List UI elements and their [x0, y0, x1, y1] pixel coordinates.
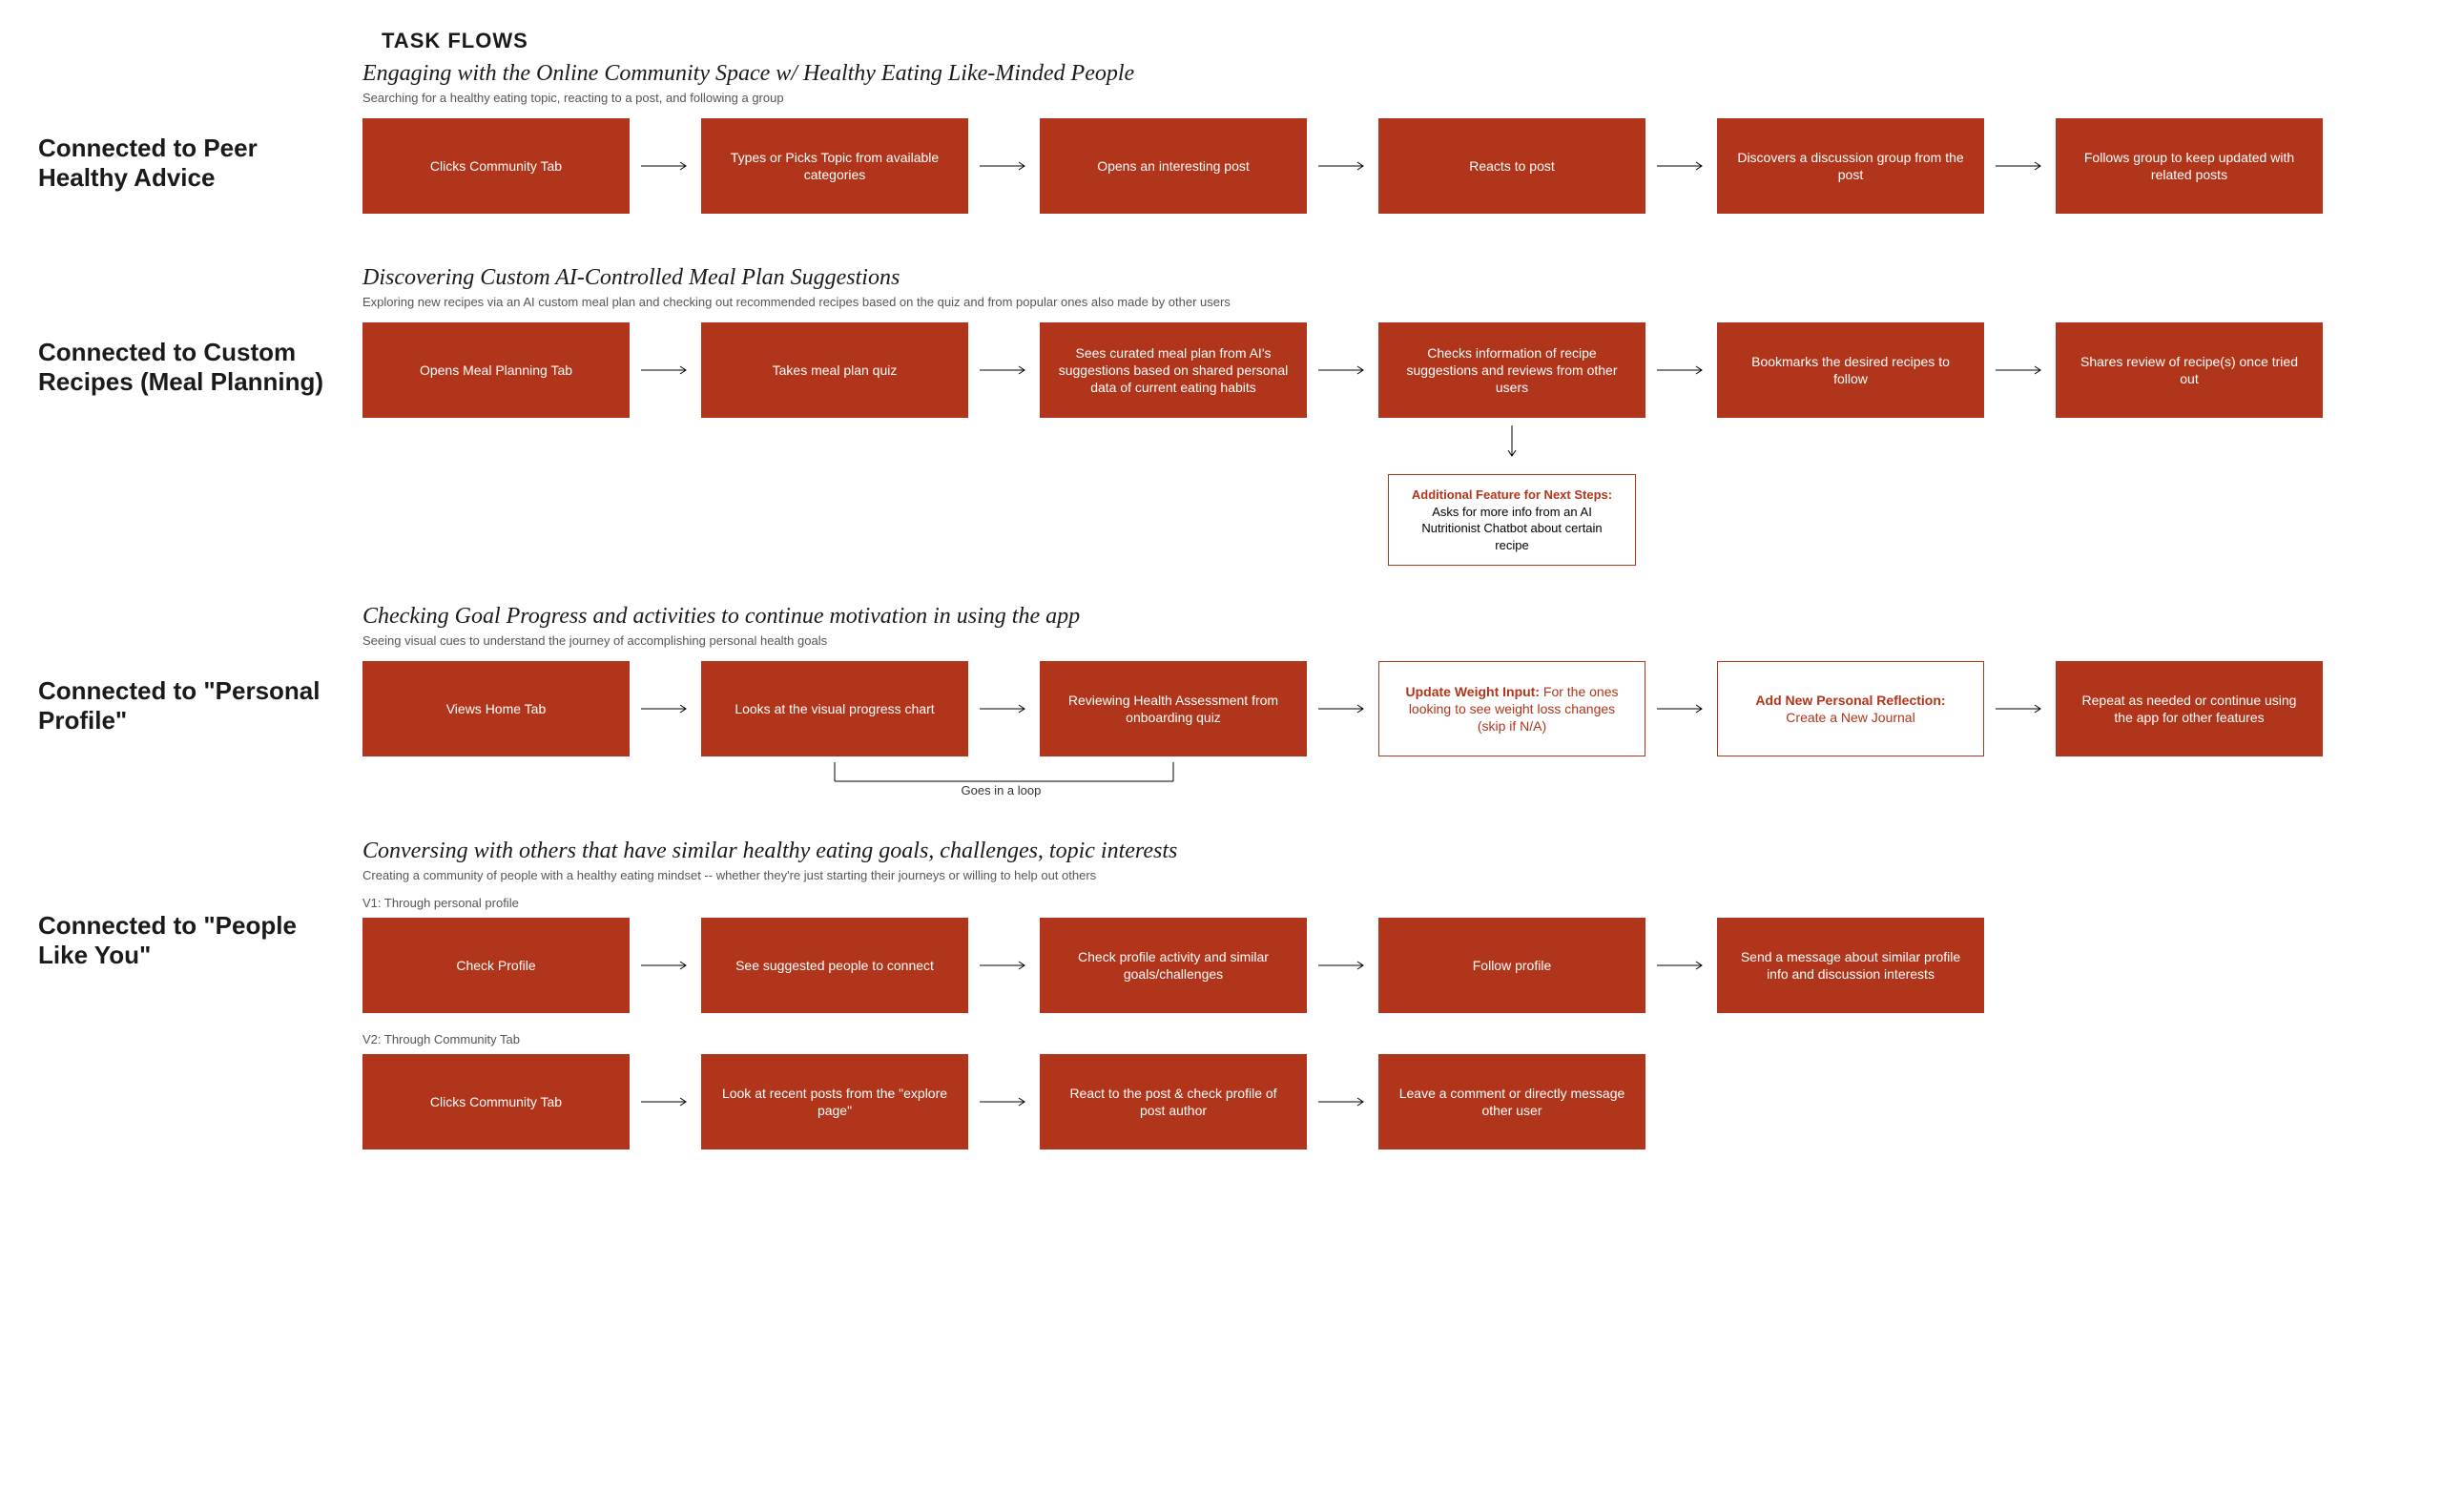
- section-header: Checking Goal Progress and activities to…: [362, 604, 2423, 648]
- arrow-right-icon: [1984, 709, 2056, 710]
- step-lead: Update Weight Input:: [1406, 684, 1541, 699]
- version-label: V1: Through personal profile: [362, 896, 2423, 910]
- flow-step: Sees curated meal plan from AI's suggest…: [1040, 322, 1307, 418]
- arrow-right-icon: [1307, 166, 1378, 167]
- section-label-text: Connected to Peer Healthy Advice: [38, 134, 334, 193]
- arrow-right-icon: [630, 166, 701, 167]
- section-label-text: Connected to "People Like You": [38, 911, 334, 970]
- section-label: Connected to "Personal Profile": [19, 604, 362, 800]
- section-label: Connected to "People Like You": [19, 839, 362, 1163]
- arrow-right-icon: [1307, 965, 1378, 966]
- loop-label: Goes in a loop: [962, 783, 1042, 797]
- section-header: Engaging with the Online Community Space…: [362, 61, 2423, 105]
- flow-step: Send a message about similar profile inf…: [1717, 918, 1984, 1013]
- arrow-right-icon: [630, 1102, 701, 1103]
- flow-step: React to the post & check profile of pos…: [1040, 1054, 1307, 1150]
- flow-step: Repeat as needed or continue using the a…: [2056, 661, 2323, 756]
- arrow-right-icon: [968, 709, 1040, 710]
- flow-step: Reviewing Health Assessment from onboard…: [1040, 661, 1307, 756]
- section-subtitle: Searching for a healthy eating topic, re…: [362, 91, 2423, 105]
- flow-step: Clicks Community Tab: [362, 118, 630, 214]
- flow-step: Check profile activity and similar goals…: [1040, 918, 1307, 1013]
- flow-step: Bookmarks the desired recipes to follow: [1717, 322, 1984, 418]
- section-subtitle: Creating a community of people with a he…: [362, 868, 2423, 882]
- arrow-right-icon: [1645, 370, 1717, 371]
- step-rest: Create a New Journal: [1786, 710, 1914, 725]
- arrow-right-icon: [1645, 709, 1717, 710]
- arrow-right-icon: [968, 965, 1040, 966]
- flow-step: Takes meal plan quiz: [701, 322, 968, 418]
- section-label: Connected to Custom Recipes (Meal Planni…: [19, 265, 362, 566]
- section-label-text: Connected to "Personal Profile": [38, 676, 334, 735]
- section-title: Checking Goal Progress and activities to…: [362, 604, 2423, 630]
- flow-step: Reacts to post: [1378, 118, 1645, 214]
- section-subtitle: Seeing visual cues to understand the jou…: [362, 633, 2423, 648]
- flow-step: Check Profile: [362, 918, 630, 1013]
- flow-step: Shares review of recipe(s) once tried ou…: [2056, 322, 2323, 418]
- section-people-like-you: Connected to "People Like You" Conversin…: [19, 839, 2423, 1163]
- flow-step: Types or Picks Topic from available cate…: [701, 118, 968, 214]
- flow-step: See suggested people to connect: [701, 918, 968, 1013]
- arrow-right-icon: [1984, 166, 2056, 167]
- annotation-box: Additional Feature for Next Steps: Asks …: [1388, 474, 1636, 566]
- arrow-right-icon: [1984, 370, 2056, 371]
- section-header: Conversing with others that have similar…: [362, 839, 2423, 882]
- section-personal-profile: Connected to "Personal Profile" Checking…: [19, 604, 2423, 800]
- section-title: Discovering Custom AI-Controlled Meal Pl…: [362, 265, 2423, 291]
- flow-step: Clicks Community Tab: [362, 1054, 630, 1150]
- arrow-right-icon: [630, 709, 701, 710]
- flow-step: Add New Personal Reflection: Create a Ne…: [1717, 661, 1984, 756]
- section-title: Engaging with the Online Community Space…: [362, 61, 2423, 87]
- section-label: Connected to Peer Healthy Advice: [19, 61, 362, 227]
- flow-step: Follow profile: [1378, 918, 1645, 1013]
- flow-step: Discovers a discussion group from the po…: [1717, 118, 1984, 214]
- arrow-right-icon: [630, 370, 701, 371]
- flow-step: Opens an interesting post: [1040, 118, 1307, 214]
- annotation-lead: Additional Feature for Next Steps:: [1412, 487, 1612, 502]
- flow-step: Opens Meal Planning Tab: [362, 322, 630, 418]
- section-header: Discovering Custom AI-Controlled Meal Pl…: [362, 265, 2423, 309]
- flow-step: Follows group to keep updated with relat…: [2056, 118, 2323, 214]
- arrow-right-icon: [630, 965, 701, 966]
- flow-step: Views Home Tab: [362, 661, 630, 756]
- section-label-text: Connected to Custom Recipes (Meal Planni…: [38, 338, 334, 397]
- annotation-rest: Asks for more info from an AI Nutritioni…: [1421, 505, 1602, 552]
- arrow-right-icon: [1307, 709, 1378, 710]
- flow-step: Looks at the visual progress chart: [701, 661, 968, 756]
- flow-step: Checks information of recipe suggestions…: [1378, 322, 1645, 418]
- arrow-down-icon: [1507, 422, 1517, 468]
- section-peer-advice: Connected to Peer Healthy Advice Engagin…: [19, 61, 2423, 227]
- arrow-right-icon: [1307, 1102, 1378, 1103]
- arrow-right-icon: [1645, 965, 1717, 966]
- arrow-right-icon: [968, 370, 1040, 371]
- step-lead: Add New Personal Reflection:: [1755, 693, 1945, 708]
- flow-step: Leave a comment or directly message othe…: [1378, 1054, 1645, 1150]
- arrow-right-icon: [968, 1102, 1040, 1103]
- flow-step: Update Weight Input: For the ones lookin…: [1378, 661, 1645, 756]
- section-title: Conversing with others that have similar…: [362, 839, 2423, 864]
- version-label: V2: Through Community Tab: [362, 1032, 2423, 1046]
- flow-step: Look at recent posts from the "explore p…: [701, 1054, 968, 1150]
- main-title: TASK FLOWS: [382, 29, 2423, 53]
- arrow-right-icon: [968, 166, 1040, 167]
- section-subtitle: Exploring new recipes via an AI custom m…: [362, 295, 2423, 309]
- arrow-right-icon: [1307, 370, 1378, 371]
- arrow-right-icon: [1645, 166, 1717, 167]
- section-custom-recipes: Connected to Custom Recipes (Meal Planni…: [19, 265, 2423, 566]
